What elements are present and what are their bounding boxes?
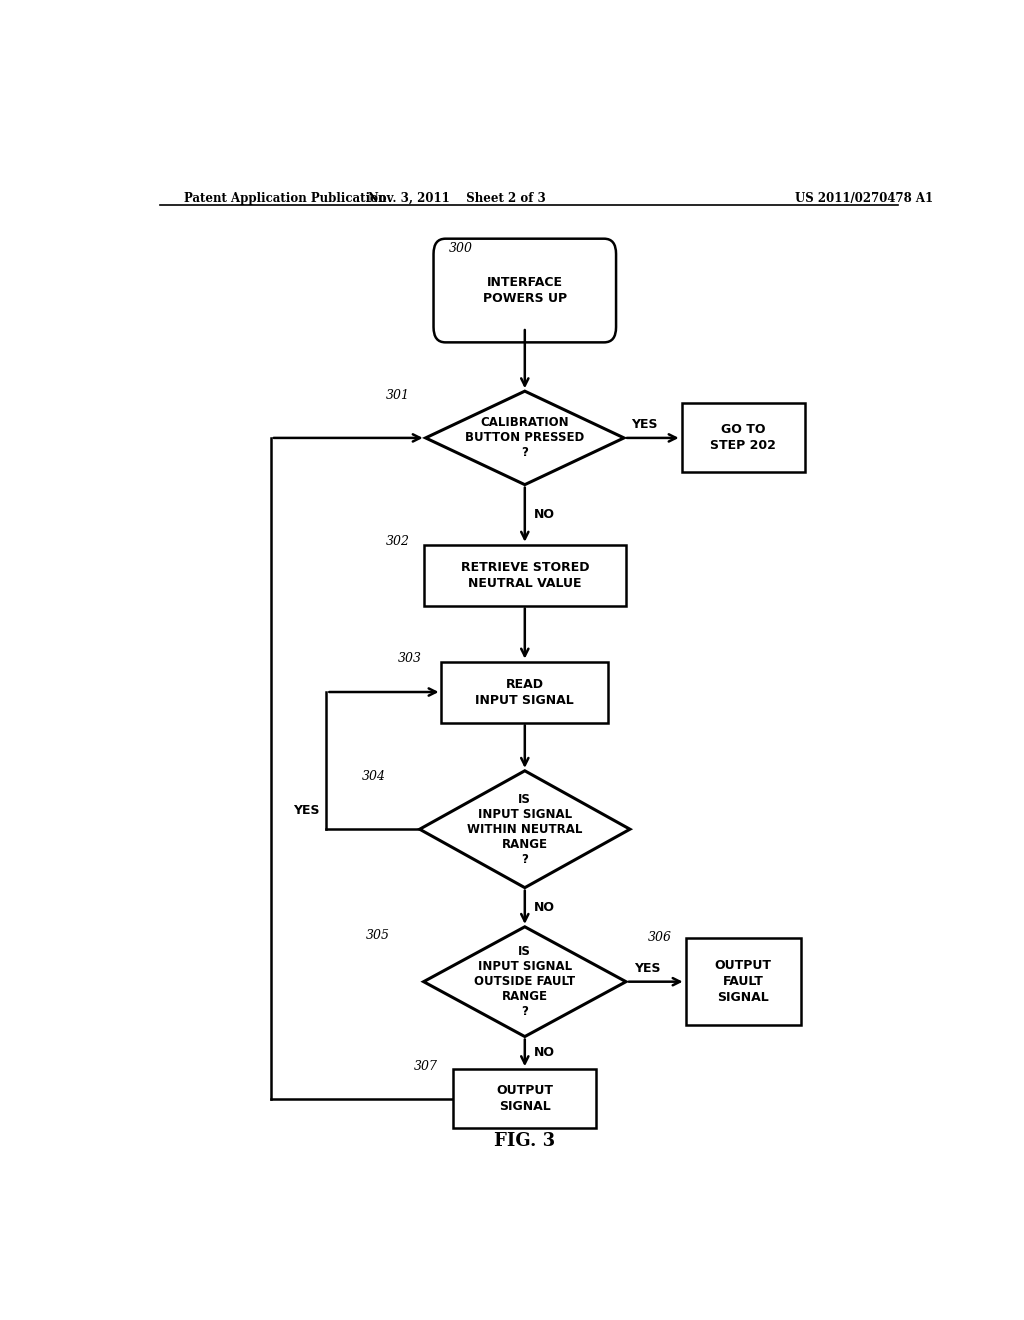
Text: IS
INPUT SIGNAL
WITHIN NEUTRAL
RANGE
?: IS INPUT SIGNAL WITHIN NEUTRAL RANGE ?: [467, 793, 583, 866]
Text: OUTPUT
FAULT
SIGNAL: OUTPUT FAULT SIGNAL: [715, 960, 771, 1005]
Text: YES: YES: [635, 962, 662, 975]
Bar: [454, 1069, 596, 1129]
Text: 306: 306: [647, 931, 672, 944]
Text: 307: 307: [414, 1060, 437, 1073]
Text: US 2011/0270478 A1: US 2011/0270478 A1: [795, 191, 933, 205]
Text: READ
INPUT SIGNAL: READ INPUT SIGNAL: [475, 677, 574, 706]
Text: NO: NO: [535, 1047, 555, 1060]
Bar: [682, 404, 805, 473]
FancyBboxPatch shape: [433, 239, 616, 342]
Text: Nov. 3, 2011    Sheet 2 of 3: Nov. 3, 2011 Sheet 2 of 3: [369, 191, 546, 205]
Text: 302: 302: [386, 535, 410, 548]
Text: GO TO
STEP 202: GO TO STEP 202: [710, 424, 776, 453]
Text: FIG. 3: FIG. 3: [495, 1133, 555, 1150]
Text: OUTPUT
SIGNAL: OUTPUT SIGNAL: [497, 1084, 553, 1113]
Text: IS
INPUT SIGNAL
OUTSIDE FAULT
RANGE
?: IS INPUT SIGNAL OUTSIDE FAULT RANGE ?: [474, 945, 575, 1018]
Text: INTERFACE
POWERS UP: INTERFACE POWERS UP: [482, 276, 567, 305]
Polygon shape: [420, 771, 630, 887]
Text: 300: 300: [450, 242, 473, 255]
Text: YES: YES: [632, 418, 658, 432]
Polygon shape: [424, 927, 626, 1036]
Text: CALIBRATION
BUTTON PRESSED
?: CALIBRATION BUTTON PRESSED ?: [465, 416, 585, 459]
Text: 305: 305: [366, 929, 390, 942]
Text: Patent Application Publication: Patent Application Publication: [183, 191, 386, 205]
Text: 303: 303: [397, 652, 422, 664]
Bar: [685, 939, 801, 1026]
Text: RETRIEVE STORED
NEUTRAL VALUE: RETRIEVE STORED NEUTRAL VALUE: [461, 561, 589, 590]
Text: 301: 301: [386, 389, 410, 403]
Bar: [424, 545, 626, 606]
Text: YES: YES: [294, 804, 321, 817]
Text: NO: NO: [535, 900, 555, 913]
Text: 304: 304: [361, 771, 386, 784]
Polygon shape: [426, 391, 624, 484]
Bar: [441, 661, 608, 722]
Text: NO: NO: [535, 508, 555, 521]
